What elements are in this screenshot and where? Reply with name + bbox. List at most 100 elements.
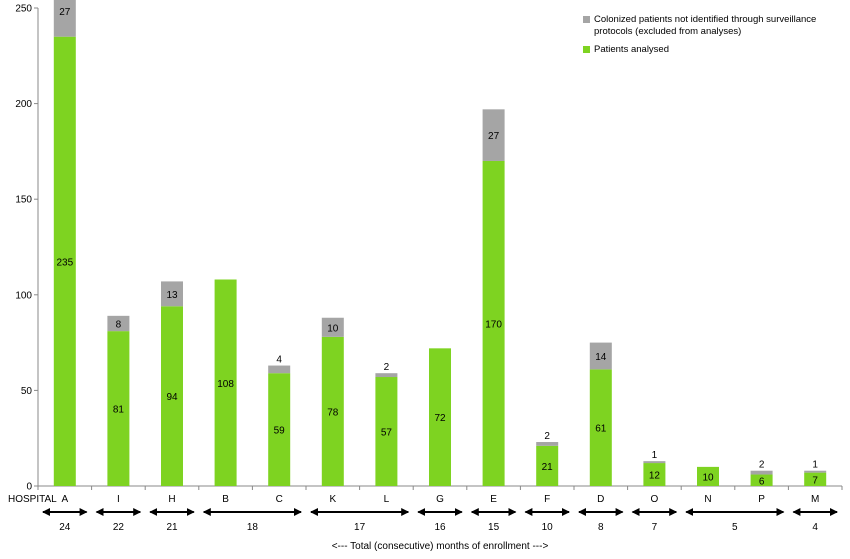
enrollment-months-label: 8 xyxy=(598,522,604,533)
bar-colonized-excluded xyxy=(321,317,344,337)
x-tick-label: C xyxy=(276,494,283,505)
y-tick-label: 150 xyxy=(15,195,32,206)
bar-patients-analysed xyxy=(214,279,237,486)
bar-patients-analysed xyxy=(375,377,398,486)
x-tick-label: K xyxy=(329,494,336,505)
bar-colonized-excluded xyxy=(536,442,559,446)
legend-item-excluded: Colonized patients not identified throug… xyxy=(583,14,845,38)
legend: Colonized patients not identified throug… xyxy=(583,14,845,62)
data-label-excluded: 27 xyxy=(59,7,71,18)
enrollment-months-label: 18 xyxy=(247,522,259,533)
bar-patients-analysed xyxy=(321,336,344,486)
y-tick-label: 100 xyxy=(15,290,32,301)
data-label-analysed: 78 xyxy=(327,407,339,418)
data-label-analysed: 108 xyxy=(217,379,234,390)
hospital-row-label: HOSPITAL xyxy=(8,494,57,505)
bar-colonized-excluded xyxy=(482,109,505,161)
x-tick-label: O xyxy=(651,494,659,505)
bar-colonized-excluded xyxy=(750,470,773,475)
bar-colonized-excluded xyxy=(161,281,183,307)
bar-patients-analysed xyxy=(804,472,827,486)
bar-patients-analysed xyxy=(482,160,505,486)
x-tick-label: H xyxy=(168,494,175,505)
bar-colonized-excluded xyxy=(804,470,827,473)
enrollment-months-label: 22 xyxy=(113,522,125,533)
legend-swatch-excluded xyxy=(583,16,590,23)
x-tick-label: N xyxy=(704,494,711,505)
data-label-excluded: 4 xyxy=(276,355,282,366)
bar-patients-analysed xyxy=(53,36,76,487)
data-label-analysed: 61 xyxy=(595,424,607,435)
legend-swatch-analysed xyxy=(583,46,590,53)
data-label-analysed: 81 xyxy=(113,405,125,416)
enrollment-months-label: 24 xyxy=(59,522,71,533)
x-tick-label: G xyxy=(436,494,444,505)
y-tick-label: 50 xyxy=(21,386,33,397)
y-tick-label: 250 xyxy=(15,4,32,15)
bar-colonized-excluded xyxy=(643,461,666,464)
bar-colonized-excluded xyxy=(589,342,612,370)
data-label-excluded: 2 xyxy=(544,431,550,442)
bar-patients-analysed xyxy=(268,373,291,486)
x-tick-label: L xyxy=(384,494,390,505)
data-label-analysed: 170 xyxy=(485,319,502,330)
data-label-excluded: 1 xyxy=(812,460,818,471)
bar-colonized-excluded xyxy=(268,365,291,374)
data-label-analysed: 7 xyxy=(812,475,818,486)
bars: 2352781894131085947810572721702721261141… xyxy=(53,0,827,487)
x-tick-label: B xyxy=(222,494,229,505)
data-label-analysed: 59 xyxy=(274,426,286,437)
enrollment-months-label: 21 xyxy=(166,522,178,533)
x-tick-label: D xyxy=(597,494,604,505)
bar-patients-analysed xyxy=(697,466,719,486)
data-label-excluded: 8 xyxy=(116,319,122,330)
x-tick-label: F xyxy=(544,494,550,505)
data-label-analysed: 94 xyxy=(166,392,178,403)
data-label-analysed: 6 xyxy=(759,476,765,487)
bar-patients-analysed xyxy=(107,331,130,486)
data-label-excluded: 13 xyxy=(166,290,178,301)
bar-colonized-excluded xyxy=(107,315,130,332)
x-tick-label: E xyxy=(490,494,497,505)
bar-patients-analysed xyxy=(750,474,773,486)
data-label-analysed: 57 xyxy=(381,428,393,439)
legend-item-analysed: Patients analysed xyxy=(583,44,845,56)
enrollment-months-label: 5 xyxy=(732,522,738,533)
data-label-analysed: 21 xyxy=(542,462,554,473)
data-label-excluded: 14 xyxy=(595,352,607,363)
y-tick-label: 0 xyxy=(26,482,32,493)
data-label-excluded: 1 xyxy=(652,450,658,461)
legend-label-analysed: Patients analysed xyxy=(594,44,669,55)
enrollment-months-label: 7 xyxy=(652,522,658,533)
enrollment-months-label: 10 xyxy=(542,522,554,533)
x-tick-label: P xyxy=(758,494,765,505)
bar-patients-analysed xyxy=(536,445,559,486)
data-label-analysed: 12 xyxy=(649,471,661,482)
enrollment-months-label: 17 xyxy=(354,522,366,533)
enrollment-months-label: 15 xyxy=(488,522,500,533)
data-label-excluded: 2 xyxy=(759,460,765,471)
x-tick-label: A xyxy=(61,494,68,505)
bar-patients-analysed xyxy=(161,306,183,486)
y-tick-label: 200 xyxy=(15,99,32,110)
x-tick-label: I xyxy=(117,494,120,505)
bar-patients-analysed xyxy=(643,463,666,486)
enrollment-arrows: 24 22 21 18 17 16 15 10 8 7 5 4 xyxy=(42,508,838,533)
data-label-excluded: 2 xyxy=(384,362,390,373)
data-label-excluded: 10 xyxy=(327,323,339,334)
y-axis: 0 50 100 150 200 250 xyxy=(15,4,39,493)
data-label-excluded: 27 xyxy=(488,131,500,142)
x-tick-label: M xyxy=(811,494,819,505)
x-axis-label: <--- Total (consecutive) months of enrol… xyxy=(332,541,549,552)
legend-label-excluded: Colonized patients not identified throug… xyxy=(594,14,817,37)
enrollment-months-label: 16 xyxy=(434,522,446,533)
data-label-analysed: 72 xyxy=(434,413,446,424)
bar-colonized-excluded xyxy=(375,373,398,378)
data-label-analysed: 235 xyxy=(56,257,73,268)
bar-patients-analysed xyxy=(429,348,451,486)
data-label-analysed: 10 xyxy=(702,472,714,483)
enrollment-months-label: 4 xyxy=(812,522,818,533)
bar-patients-analysed xyxy=(589,369,612,486)
